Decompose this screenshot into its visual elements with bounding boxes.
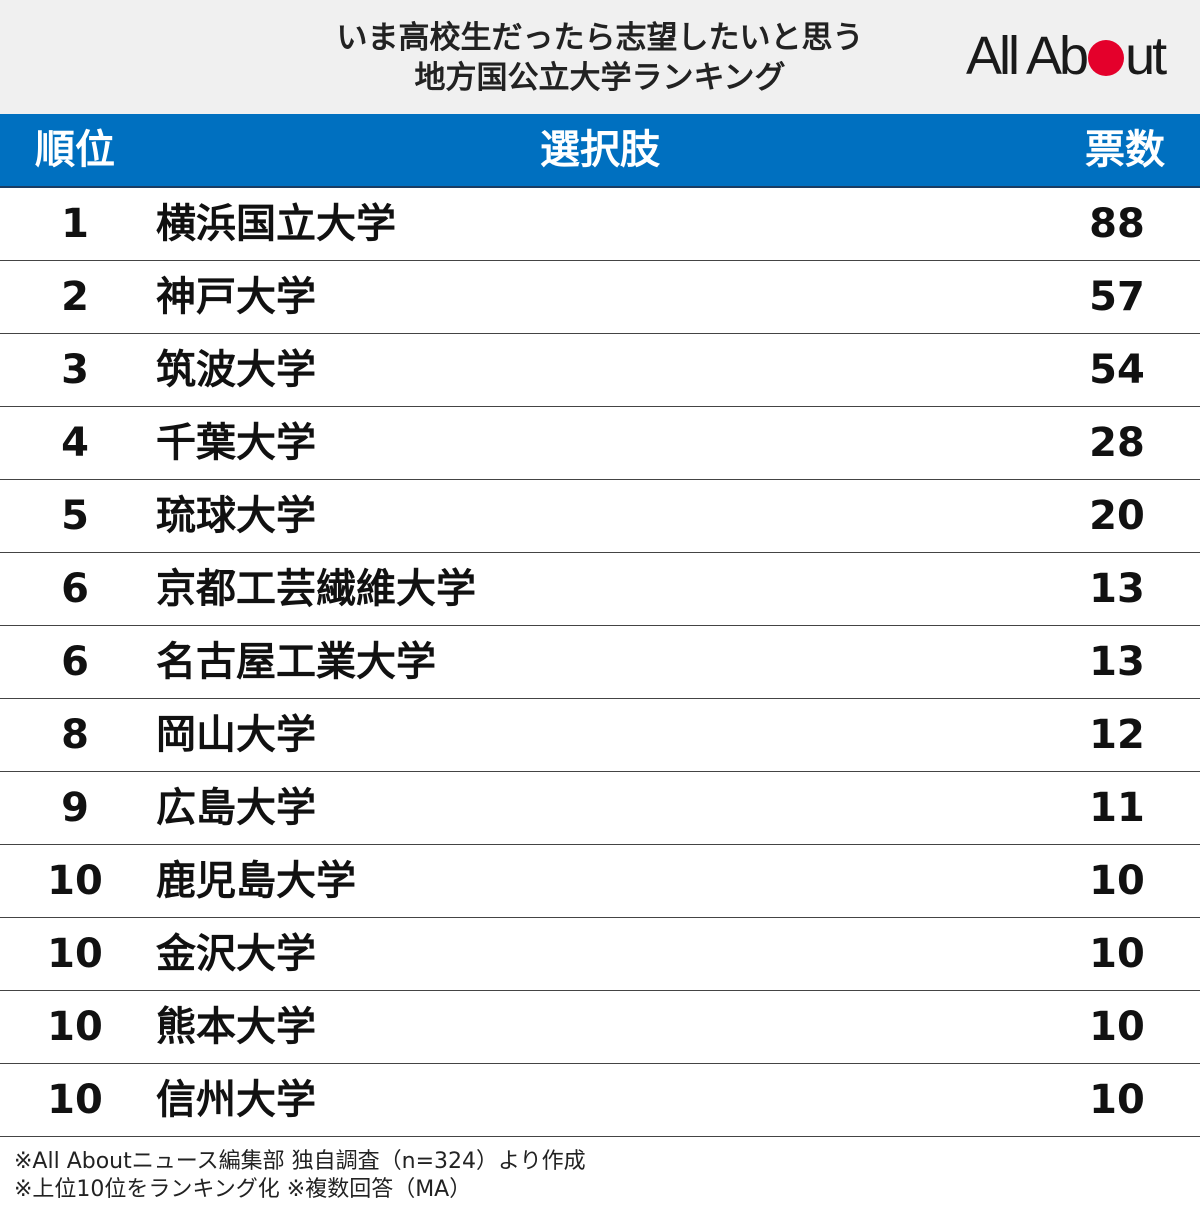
table-row: 10 鹿児島大学 10	[0, 845, 1200, 918]
votes-cell: 12	[1089, 712, 1145, 758]
university-name-cell: 神戸大学	[156, 274, 316, 320]
column-header-votes: 票数	[1085, 127, 1165, 173]
page-title: いま高校生だったら志望したいと思う 地方国公立大学ランキング	[240, 18, 960, 98]
university-name-cell: 金沢大学	[156, 931, 316, 977]
votes-cell: 13	[1089, 639, 1145, 685]
footnotes: ※All Aboutニュース編集部 独自調査（n=324）より作成 ※上位10位…	[14, 1148, 586, 1204]
table-row: 10 金沢大学 10	[0, 918, 1200, 991]
rank-cell: 4	[61, 420, 89, 466]
table-row: 10 熊本大学 10	[0, 991, 1200, 1064]
title-line-1: いま高校生だったら志望したいと思う	[336, 20, 864, 56]
footnote-source: ※All Aboutニュース編集部 独自調査（n=324）より作成	[14, 1149, 586, 1174]
rank-cell: 10	[47, 1077, 103, 1123]
table-row: 1 横浜国立大学 88	[0, 188, 1200, 261]
university-name-cell: 京都工芸繊維大学	[156, 566, 476, 612]
votes-cell: 20	[1089, 493, 1145, 539]
table-row: 5 琉球大学 20	[0, 480, 1200, 553]
footnote-method: ※上位10位をランキング化 ※複数回答（MA）	[14, 1177, 472, 1202]
university-name-cell: 名古屋工業大学	[156, 639, 436, 685]
all-about-logo: All Ab ut	[966, 26, 1167, 86]
rank-cell: 10	[47, 858, 103, 904]
table-row: 8 岡山大学 12	[0, 699, 1200, 772]
table-row: 2 神戸大学 57	[0, 261, 1200, 334]
votes-cell: 10	[1089, 1077, 1145, 1123]
rank-cell: 5	[61, 493, 89, 539]
university-name-cell: 千葉大学	[156, 420, 316, 466]
university-name-cell: 横浜国立大学	[156, 201, 396, 247]
table-row: 6 京都工芸繊維大学 13	[0, 553, 1200, 626]
rank-cell: 2	[61, 274, 89, 320]
university-name-cell: 岡山大学	[156, 712, 316, 758]
rank-cell: 6	[61, 639, 89, 685]
table-row: 6 名古屋工業大学 13	[0, 626, 1200, 699]
votes-cell: 54	[1089, 347, 1145, 393]
university-name-cell: 鹿児島大学	[156, 858, 356, 904]
rank-cell: 6	[61, 566, 89, 612]
table-row: 10 信州大学 10	[0, 1064, 1200, 1137]
university-name-cell: 広島大学	[156, 785, 316, 831]
votes-cell: 10	[1089, 1004, 1145, 1050]
university-name-cell: 信州大学	[156, 1077, 316, 1123]
table-row: 3 筑波大学 54	[0, 334, 1200, 407]
table-row: 4 千葉大学 28	[0, 407, 1200, 480]
votes-cell: 57	[1089, 274, 1145, 320]
votes-cell: 13	[1089, 566, 1145, 612]
table-header: 順位 選択肢 票数	[0, 114, 1200, 188]
rank-cell: 3	[61, 347, 89, 393]
votes-cell: 10	[1089, 858, 1145, 904]
title-line-2: 地方国公立大学ランキング	[414, 60, 786, 96]
rank-cell: 10	[47, 931, 103, 977]
column-header-rank: 順位	[35, 127, 115, 173]
logo-dot	[1088, 40, 1125, 76]
university-name-cell: 筑波大学	[156, 347, 316, 393]
university-name-cell: 琉球大学	[156, 493, 316, 539]
rank-cell: 8	[61, 712, 89, 758]
header: いま高校生だったら志望したいと思う 地方国公立大学ランキング All Ab ut	[0, 0, 1200, 114]
university-name-cell: 熊本大学	[156, 1004, 316, 1050]
votes-cell: 28	[1089, 420, 1145, 466]
column-header-choice: 選択肢	[540, 127, 660, 173]
rank-cell: 9	[61, 785, 89, 831]
votes-cell: 88	[1089, 201, 1145, 247]
votes-cell: 11	[1089, 785, 1145, 831]
votes-cell: 10	[1089, 931, 1145, 977]
table-row: 9 広島大学 11	[0, 772, 1200, 845]
ranking-table-body: 1 横浜国立大学 88 2 神戸大学 57 3 筑波大学 54 4 千葉大学 28 5 琉球大学 20 6 京都…	[0, 188, 1200, 1137]
rank-cell: 10	[47, 1004, 103, 1050]
rank-cell: 1	[61, 201, 89, 247]
